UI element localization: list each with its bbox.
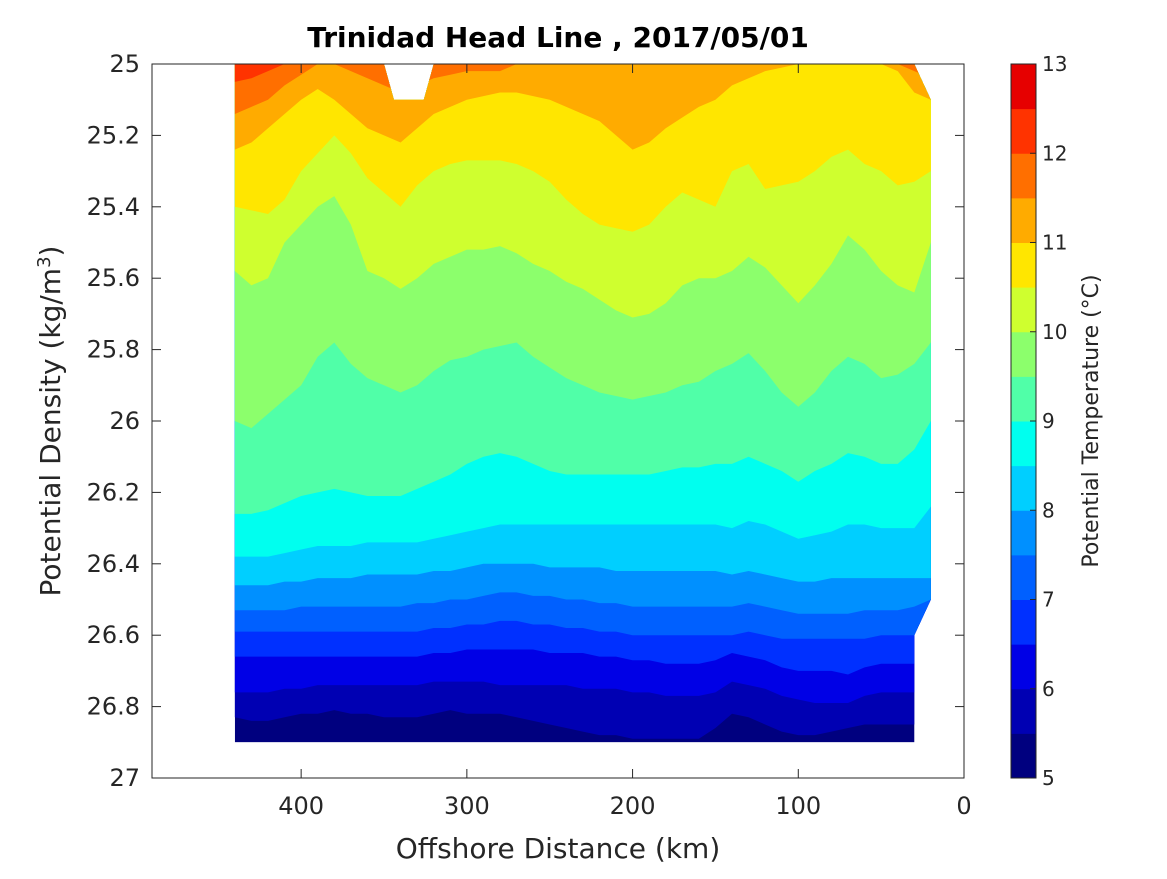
- y-axis-label-main: Potential Density (kg/m: [34, 268, 67, 597]
- colorbar-tick-label: 13: [1042, 52, 1067, 76]
- colorbar-segment: [1011, 287, 1036, 333]
- y-tick-label: 26: [109, 407, 140, 435]
- y-tick-label: 25.6: [87, 264, 140, 292]
- y-tick-label: 26.2: [87, 478, 140, 506]
- colorbar-segment: [1011, 242, 1036, 288]
- y-axis-label-superscript: 3: [34, 256, 55, 267]
- colorbar-segment: [1011, 510, 1036, 556]
- y-tick-label: 25.2: [87, 121, 140, 149]
- x-tick-label: 400: [278, 792, 324, 820]
- x-tick-label: 200: [610, 792, 656, 820]
- colorbar-segment: [1011, 64, 1036, 110]
- y-tick-label: 27: [109, 764, 140, 792]
- colorbar-tick-label: 8: [1042, 498, 1055, 522]
- colorbar-tick-label: 12: [1042, 141, 1067, 165]
- colorbar-tick-label: 9: [1042, 409, 1055, 433]
- colorbar-tick-label: 7: [1042, 588, 1055, 612]
- colorbar-tick-label: 5: [1042, 766, 1055, 790]
- x-tick-label: 0: [956, 792, 971, 820]
- x-axis-label: Offshore Distance (km): [396, 832, 721, 865]
- colorbar-tick-label: 10: [1042, 320, 1067, 344]
- contour-bands: [234, 64, 931, 743]
- colorbar-segment: [1011, 733, 1036, 779]
- colorbar-segment: [1011, 108, 1036, 154]
- x-tick-label: 100: [775, 792, 821, 820]
- colorbar-segment: [1011, 599, 1036, 645]
- y-tick-label: 26.8: [87, 693, 140, 721]
- colorbar-tick-label: 11: [1042, 231, 1067, 255]
- y-tick-label: 26.6: [87, 621, 140, 649]
- colorbar: [1011, 64, 1036, 779]
- y-tick-label: 25.4: [87, 193, 140, 221]
- colorbar-segment: [1011, 465, 1036, 511]
- colorbar-tick-label: 6: [1042, 677, 1055, 701]
- colorbar-segment: [1011, 421, 1036, 467]
- colorbar-segment: [1011, 554, 1036, 600]
- x-tick-label: 300: [444, 792, 490, 820]
- colorbar-segment: [1011, 331, 1036, 377]
- colorbar-segment: [1011, 688, 1036, 734]
- y-axis-label: Potential Density (kg/m3): [34, 246, 68, 597]
- colorbar-label: Potential Temperature (°C): [1079, 274, 1104, 567]
- colorbar-segment: [1011, 153, 1036, 199]
- y-axis: 25 25.2 25.4 25.6 25.8 26 26.2 26.4 26.6 26.8 27: [87, 50, 964, 792]
- colorbar-segment: [1011, 376, 1036, 422]
- colorbar-ticks: 13 12 11 10 9 8 7 6 5: [1030, 52, 1067, 790]
- y-tick-label: 25: [109, 50, 140, 78]
- chart-title: Trinidad Head Line , 2017/05/01: [307, 21, 809, 54]
- x-axis: 400 300 200 100 0: [278, 64, 972, 820]
- colorbar-segment: [1011, 197, 1036, 243]
- y-tick-label: 26.4: [87, 550, 140, 578]
- y-axis-label-close: ): [34, 246, 67, 257]
- colorbar-segment: [1011, 644, 1036, 690]
- y-tick-label: 25.8: [87, 336, 140, 364]
